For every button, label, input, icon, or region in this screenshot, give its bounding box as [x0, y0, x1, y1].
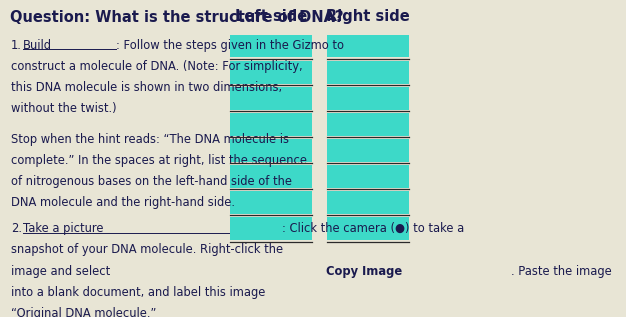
Text: without the twist.): without the twist.): [11, 102, 117, 115]
Text: DNA molecule and the right-hand side.: DNA molecule and the right-hand side.: [11, 196, 235, 209]
Bar: [230, 139, 312, 162]
Bar: [230, 113, 312, 136]
Bar: [327, 35, 409, 57]
Text: Copy Image: Copy Image: [326, 265, 402, 278]
Text: this DNA molecule is shown in two dimensions,: this DNA molecule is shown in two dimens…: [11, 81, 282, 94]
Text: image and select: image and select: [11, 265, 114, 278]
Bar: [230, 217, 312, 240]
Text: construct a molecule of DNA. (Note: For simplicity,: construct a molecule of DNA. (Note: For …: [11, 60, 303, 73]
Text: Take a picture: Take a picture: [23, 222, 103, 235]
Text: snapshot of your DNA molecule. Right-click the: snapshot of your DNA molecule. Right-cli…: [11, 243, 284, 256]
Bar: [327, 61, 409, 84]
Bar: [327, 165, 409, 188]
Text: Right side: Right side: [326, 10, 409, 24]
Text: : Click the camera (●) to take a: : Click the camera (●) to take a: [282, 222, 464, 235]
Text: 2.: 2.: [11, 222, 22, 235]
Text: “Original DNA molecule.”: “Original DNA molecule.”: [11, 307, 156, 317]
Bar: [230, 35, 312, 57]
Text: Stop when the hint reads: “The DNA molecule is: Stop when the hint reads: “The DNA molec…: [11, 133, 289, 146]
Text: : Follow the steps given in the Gizmo to: : Follow the steps given in the Gizmo to: [116, 39, 344, 52]
Bar: [230, 191, 312, 214]
Text: of nitrogenous bases on the left-hand side of the: of nitrogenous bases on the left-hand si…: [11, 175, 292, 188]
Bar: [327, 191, 409, 214]
Bar: [327, 113, 409, 136]
Text: Build: Build: [23, 39, 52, 52]
Bar: [327, 139, 409, 162]
Text: Question: What is the structure of DNA?: Question: What is the structure of DNA?: [10, 10, 344, 25]
Text: into a blank document, and label this image: into a blank document, and label this im…: [11, 286, 265, 299]
Bar: [230, 165, 312, 188]
Bar: [327, 217, 409, 240]
Text: 1.: 1.: [11, 39, 22, 52]
Bar: [230, 61, 312, 84]
Text: . Paste the image: . Paste the image: [511, 265, 612, 278]
Text: complete.” In the spaces at right, list the sequence: complete.” In the spaces at right, list …: [11, 154, 307, 167]
Bar: [327, 87, 409, 110]
Bar: [230, 87, 312, 110]
Text: Left side: Left side: [235, 10, 307, 24]
